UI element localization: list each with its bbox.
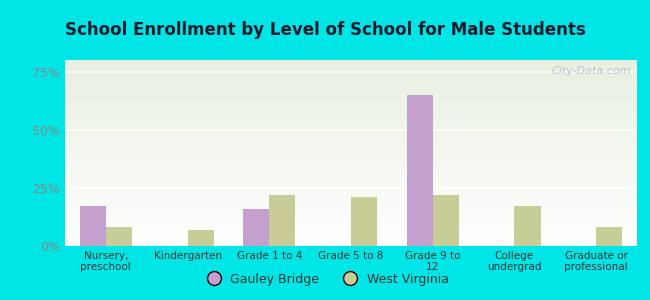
- Bar: [80, 206, 106, 246]
- Bar: [351, 197, 377, 246]
- Text: School Enrollment by Level of School for Male Students: School Enrollment by Level of School for…: [64, 21, 586, 39]
- Text: City-Data.com: City-Data.com: [552, 66, 631, 76]
- Bar: [433, 195, 459, 246]
- Legend: Gauley Bridge, West Virginia: Gauley Bridge, West Virginia: [196, 268, 454, 291]
- Bar: [106, 227, 132, 246]
- Bar: [269, 195, 296, 246]
- Bar: [514, 206, 541, 246]
- Bar: [243, 209, 269, 246]
- Bar: [406, 95, 433, 246]
- Bar: [596, 227, 622, 246]
- Bar: [188, 230, 214, 246]
